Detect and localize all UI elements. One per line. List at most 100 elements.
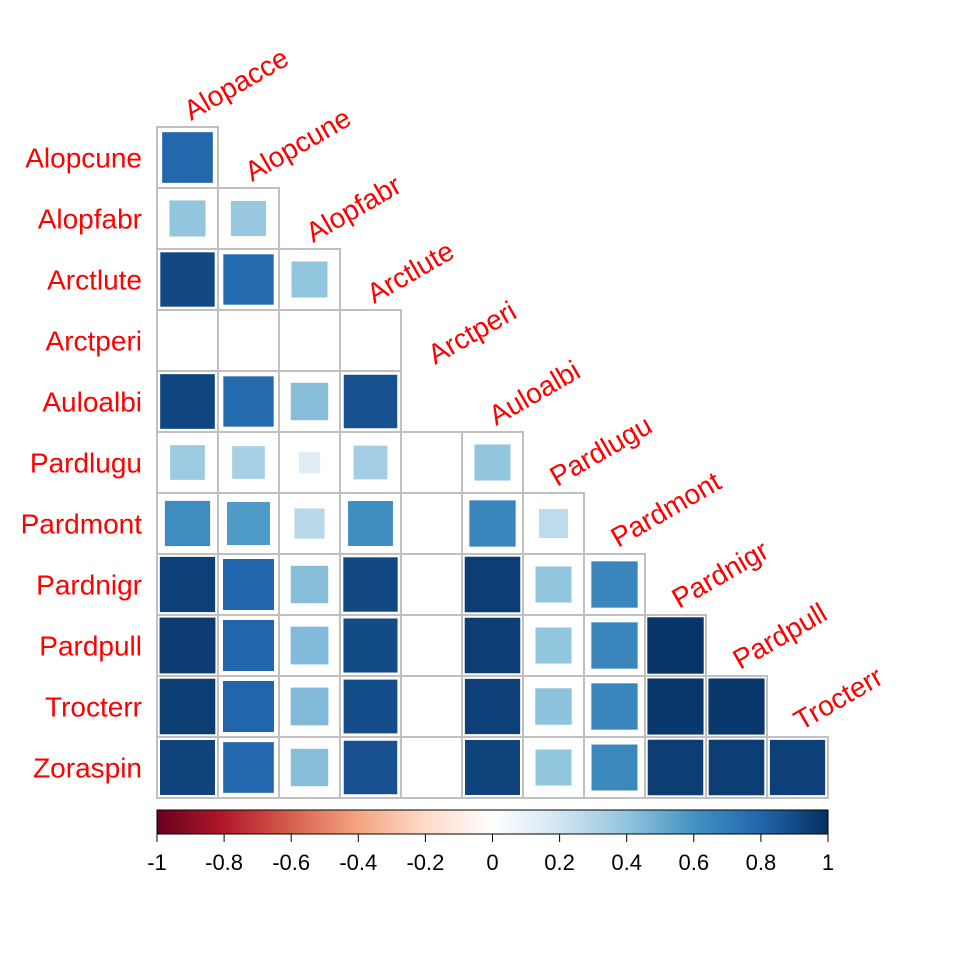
colorbar-tick-label: 0.6 — [679, 850, 710, 875]
column-label: Arctperi — [423, 295, 522, 370]
cell-box — [400, 431, 463, 494]
correlation-square — [159, 556, 216, 613]
cell-box — [400, 553, 463, 616]
correlation-square — [591, 744, 638, 791]
correlation-square — [343, 618, 398, 673]
row-label: Zoraspin — [33, 753, 142, 784]
correlation-square — [169, 200, 206, 237]
row-label: Alopcune — [25, 143, 142, 174]
color-legend: -1 -0.8 -0.6 -0.4 -0.2 0 0.2 0.4 0.6 0.8 1 — [147, 809, 834, 875]
correlation-square — [647, 617, 704, 674]
row-label: Pardpull — [39, 631, 142, 662]
column-label: Alopcune — [240, 102, 357, 187]
column-label: Alopfabr — [301, 169, 407, 248]
cell-box — [400, 614, 463, 677]
correlation-square — [160, 374, 215, 429]
colorbar-tick-label: 1 — [822, 850, 834, 875]
correlation-square — [769, 739, 826, 796]
correlation-square — [232, 446, 265, 479]
column-label: Pardlugu — [545, 409, 658, 492]
correlation-square — [223, 681, 274, 732]
correlation-square — [538, 508, 569, 539]
correlation-square — [343, 740, 398, 795]
correlation-square — [708, 678, 765, 735]
correlation-square — [159, 617, 216, 674]
column-label: Pardmont — [606, 466, 727, 554]
correlation-square — [591, 622, 638, 669]
colorbar-tick-label: -0.8 — [205, 850, 243, 875]
correlation-square — [223, 742, 274, 793]
correlation-square — [464, 617, 521, 674]
row-labels: Alopcune Alopfabr Arctlute Arctperi Auloalbi… — [21, 143, 143, 784]
correlation-square — [159, 678, 216, 735]
correlation-square — [223, 376, 274, 427]
correlation-square — [290, 565, 329, 604]
colorbar-tick-label: 0 — [486, 850, 498, 875]
correlation-square — [170, 445, 205, 480]
correlation-square — [353, 445, 388, 480]
correlation-square — [535, 749, 572, 786]
colorbar-tick-label: 0.2 — [544, 850, 575, 875]
cell-box — [400, 675, 463, 738]
column-label: Trocterr — [789, 661, 888, 736]
correlation-square — [469, 500, 516, 547]
colorbar-gradient — [156, 809, 829, 835]
row-label: Alopfabr — [38, 204, 142, 235]
correlation-square — [535, 566, 572, 603]
correlation-square — [343, 557, 398, 612]
correlation-square — [160, 740, 215, 795]
row-label: Arctlute — [47, 265, 142, 296]
correlation-square — [290, 687, 329, 726]
colorbar-tick-label: -0.4 — [339, 850, 377, 875]
cell-box — [278, 309, 341, 372]
cell-box — [766, 736, 829, 799]
row-label: Trocterr — [45, 692, 142, 723]
correlation-square — [535, 688, 572, 725]
correlation-square — [223, 254, 274, 305]
correlation-square — [164, 500, 211, 547]
correlation-square — [290, 382, 329, 421]
correlation-square — [647, 739, 704, 796]
correlation-square — [160, 252, 215, 307]
column-label: Pardpull — [728, 597, 832, 675]
colorbar-tick-label: -1 — [147, 850, 167, 875]
cell-box — [339, 309, 402, 372]
correlation-square — [290, 626, 329, 665]
colorbar-tick-label: -0.2 — [406, 850, 444, 875]
correlation-square — [223, 559, 274, 610]
correlation-square — [343, 679, 398, 734]
row-label: Auloalbi — [42, 387, 142, 418]
correlation-square — [535, 627, 572, 664]
correlation-square — [708, 739, 765, 796]
cell-box — [400, 492, 463, 555]
correlation-square — [464, 556, 521, 613]
correlation-square — [226, 501, 271, 546]
colorbar-tick-label: 0.4 — [611, 850, 642, 875]
correlation-square — [290, 748, 329, 787]
correlation-square — [348, 501, 393, 546]
correlation-square — [230, 200, 267, 237]
row-label: Pardmont — [21, 509, 143, 540]
correlation-square — [291, 261, 328, 298]
cell-box — [217, 309, 280, 372]
matrix-cells — [156, 126, 829, 799]
correlation-square — [162, 132, 213, 183]
column-label: Auloalbi — [484, 355, 586, 432]
column-label: Pardnigr — [667, 534, 774, 614]
row-label: Pardlugu — [30, 448, 142, 479]
correlation-square — [223, 620, 274, 671]
row-label: Arctperi — [46, 326, 142, 357]
column-label: Arctlute — [362, 235, 460, 309]
correlation-square — [591, 561, 638, 608]
correlation-square — [591, 683, 638, 730]
correlation-square — [294, 508, 325, 539]
column-label: Alopacce — [179, 42, 294, 126]
correlation-square — [464, 678, 521, 735]
correlation-square — [343, 374, 398, 429]
column-labels: AlopacceAlopcuneAlopfabrArctluteArctperi… — [179, 42, 888, 736]
correlation-square — [474, 444, 511, 481]
correlation-square — [298, 451, 321, 474]
colorbar-tick-label: 0.8 — [746, 850, 777, 875]
row-label: Pardnigr — [36, 570, 142, 601]
